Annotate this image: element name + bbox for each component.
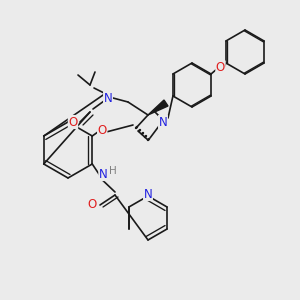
Polygon shape xyxy=(148,100,168,115)
Text: N: N xyxy=(159,116,167,128)
Text: H: H xyxy=(110,166,117,176)
Text: O: O xyxy=(98,124,107,137)
Text: N: N xyxy=(103,92,112,104)
Text: N: N xyxy=(144,188,152,200)
Text: O: O xyxy=(87,199,97,212)
Text: O: O xyxy=(216,61,225,74)
Text: O: O xyxy=(68,116,78,128)
Text: N: N xyxy=(99,167,108,181)
